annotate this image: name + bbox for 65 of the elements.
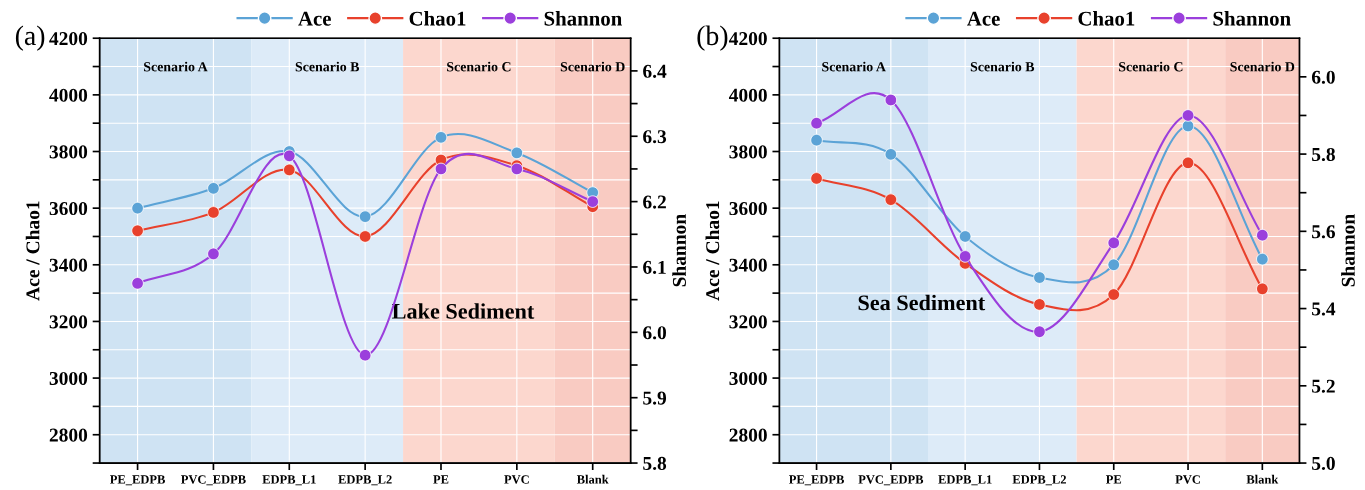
- x-tick-label: PE_EDPB: [789, 475, 844, 486]
- band-label: Scenario A: [822, 61, 886, 72]
- chart-title: (b): [697, 25, 728, 51]
- y-tick-label: 4000: [49, 88, 88, 102]
- legend-label: Chao1: [409, 10, 466, 26]
- y2-tick-label: 5.2: [1312, 379, 1335, 393]
- y2-tick-label: 5.6: [1312, 225, 1336, 239]
- legend-label: Shannon: [1213, 10, 1291, 26]
- y-tick-label: 4200: [49, 32, 88, 46]
- y2-tick-label: 5.0: [1312, 456, 1335, 471]
- y2-tick-label: 6.2: [643, 195, 666, 209]
- band-label: Scenario A: [144, 61, 208, 72]
- y-tick-label: 3200: [729, 315, 767, 329]
- y-axis-title: Ace / Chao1: [25, 201, 40, 301]
- band-label: Scenario C: [1119, 61, 1183, 72]
- y-tick-label: 4200: [728, 32, 767, 46]
- y-tick-label: 2800: [729, 428, 767, 442]
- y-tick-label: 3000: [49, 371, 88, 386]
- legend-label: Ace: [967, 11, 1000, 26]
- annotation: Lake Sediment: [392, 303, 535, 319]
- y2-tick-label: 5.9: [643, 391, 667, 405]
- y2-tick-label: 6.0: [643, 326, 666, 340]
- y-tick-label: 3200: [49, 315, 88, 329]
- y2-tick-label: 6.4: [643, 64, 667, 78]
- x-tick-label: Blank: [576, 474, 609, 484]
- x-tick-label: PE_EDPB: [110, 475, 166, 486]
- legend-label: Shannon: [544, 10, 622, 26]
- x-tick-label: EDPB_L1: [938, 475, 992, 486]
- x-tick-label: Blank: [1246, 474, 1279, 484]
- y-tick-label: 3600: [729, 201, 767, 216]
- y-tick-label: 3000: [729, 371, 767, 386]
- annotation: Sea Sediment: [858, 294, 986, 311]
- y-tick-label: 2800: [49, 428, 88, 442]
- y2-tick-label: 6.0: [1311, 70, 1335, 84]
- x-tick-label: EDPB_L2: [338, 475, 392, 486]
- y2-tick-label: 6.3: [643, 130, 667, 144]
- y2-tick-label: 6.1: [643, 260, 666, 274]
- band-label: Scenario C: [447, 61, 511, 72]
- x-tick-label: PVC: [1175, 475, 1200, 484]
- legend-label: Ace: [298, 11, 331, 26]
- y-tick-label: 3600: [49, 201, 88, 216]
- legend-label: Chao1: [1078, 10, 1135, 26]
- x-tick-label: EDPB_L2: [1012, 475, 1066, 486]
- x-tick-label: PVC_EDPB: [858, 475, 924, 486]
- y-tick-label: 3400: [49, 258, 88, 272]
- y2-axis-title: Shannon: [672, 214, 686, 287]
- y-tick-label: 3400: [729, 258, 767, 272]
- x-tick-label: PVC_EDPB: [181, 475, 246, 486]
- y2-tick-label: 5.8: [1312, 147, 1335, 162]
- band-label: Scenario B: [295, 61, 360, 72]
- chart-title: (a): [15, 25, 45, 51]
- x-tick-label: EDPB_L1: [262, 475, 316, 486]
- y-tick-label: 3800: [49, 145, 88, 159]
- x-tick-label: PE: [1105, 475, 1122, 484]
- x-tick-label: PE: [433, 475, 449, 484]
- x-tick-label: PVC: [504, 475, 529, 484]
- y2-tick-label: 5.4: [1312, 302, 1336, 316]
- y2-axis-title: Shannon: [1341, 214, 1355, 287]
- y-tick-label: 3800: [729, 145, 767, 159]
- band-label: Scenario B: [970, 61, 1035, 72]
- band-label: Scenario D: [560, 61, 625, 72]
- y-tick-label: 4000: [728, 88, 767, 102]
- y2-tick-label: 5.8: [643, 456, 667, 471]
- band-label: Scenario D: [1230, 61, 1295, 72]
- y-axis-title: Ace / Chao1: [705, 201, 720, 301]
